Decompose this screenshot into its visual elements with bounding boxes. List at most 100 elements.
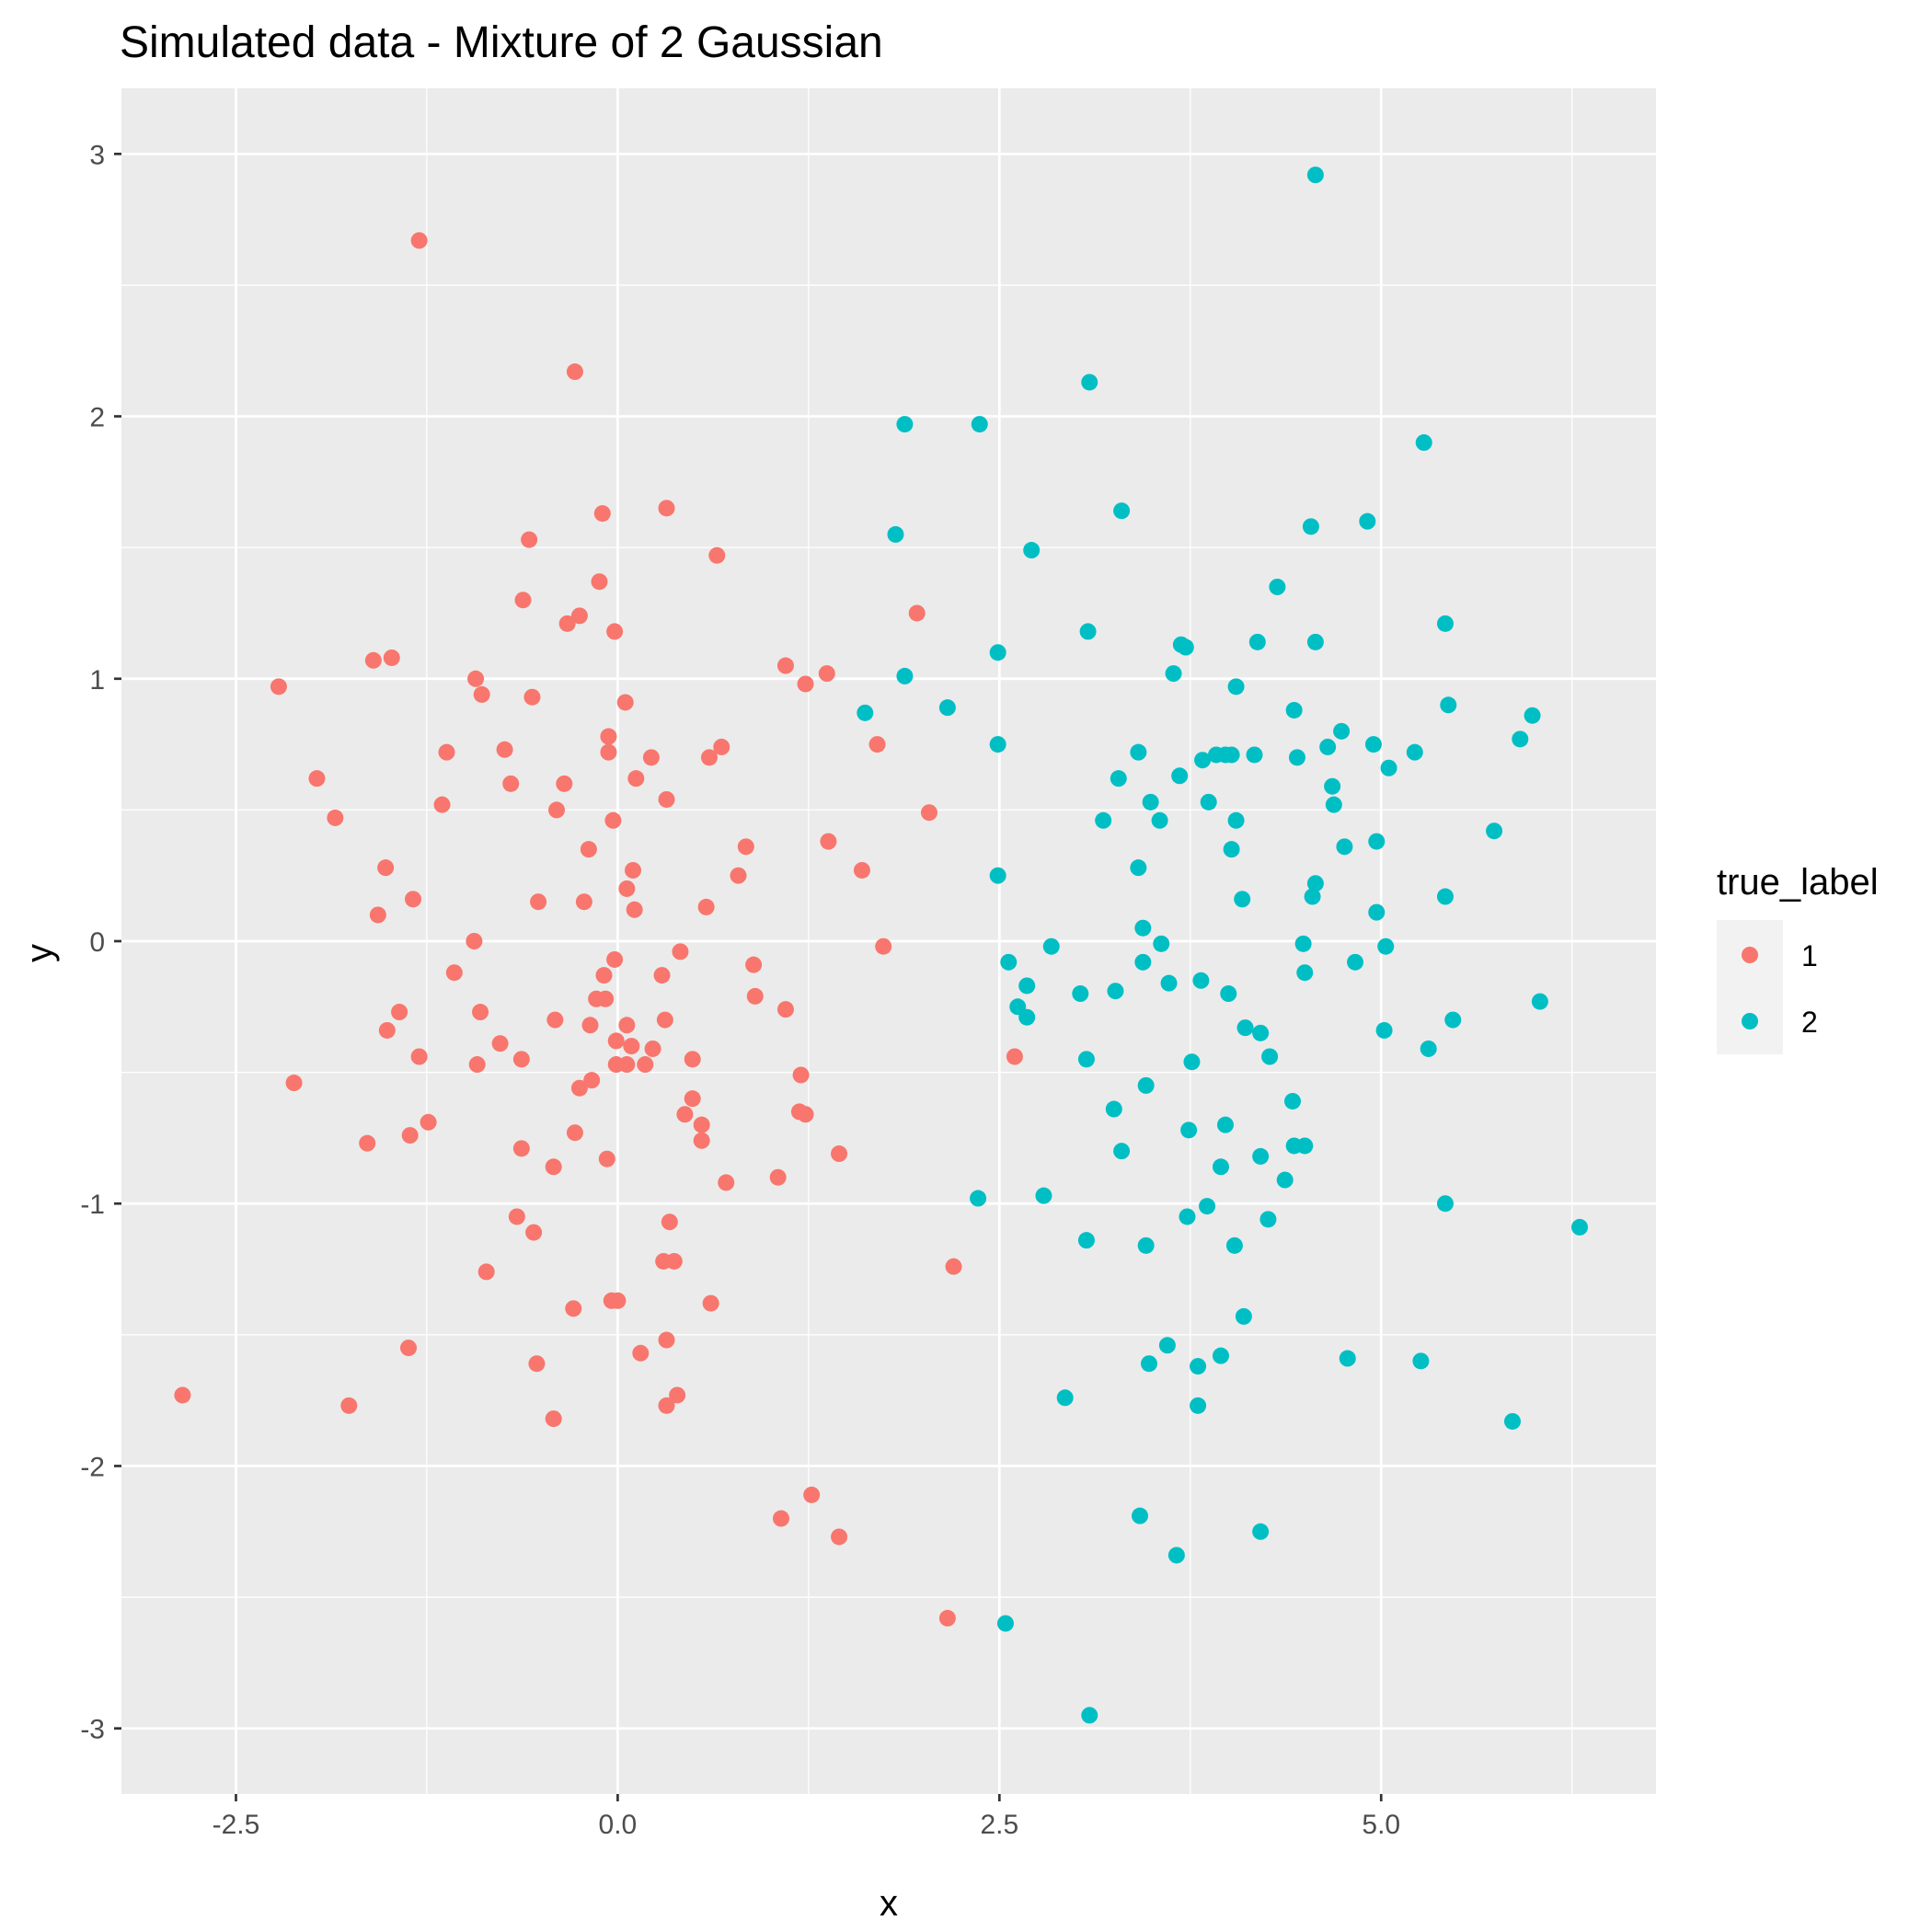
point-label-1	[730, 867, 747, 884]
point-label-1	[792, 1066, 810, 1084]
point-label-2	[1235, 1307, 1252, 1325]
point-label-1	[938, 1609, 956, 1627]
point-label-1	[530, 893, 547, 911]
point-label-1	[369, 906, 386, 924]
point-label-1	[556, 775, 573, 792]
point-label-1	[1006, 1048, 1023, 1065]
point-label-2	[1412, 1352, 1430, 1370]
point-label-2	[1216, 1116, 1234, 1133]
point-label-2	[1276, 1171, 1294, 1189]
point-label-2	[1571, 1218, 1589, 1236]
point-label-1	[665, 1252, 683, 1270]
point-label-1	[625, 861, 641, 879]
point-label-1	[400, 1340, 418, 1357]
point-label-1	[658, 790, 675, 808]
point-label-1	[546, 1011, 564, 1029]
point-label-1	[545, 1158, 562, 1176]
point-label-1	[340, 1397, 358, 1414]
point-label-1	[658, 500, 675, 517]
point-label-2	[1444, 1011, 1462, 1029]
point-label-2	[1081, 1707, 1098, 1724]
point-label-2	[1440, 696, 1457, 714]
point-label-1	[377, 859, 395, 877]
point-label-2	[1160, 974, 1178, 992]
point-label-1	[600, 728, 617, 745]
point-label-1	[618, 1017, 636, 1034]
point-label-2	[1212, 1158, 1229, 1176]
point-label-1	[697, 898, 715, 915]
point-label-1	[702, 1294, 719, 1312]
point-label-1	[637, 1056, 654, 1074]
point-label-2	[1158, 1337, 1176, 1354]
point-label-2	[1252, 1024, 1270, 1041]
point-label-1	[616, 694, 634, 711]
point-label-1	[831, 1528, 848, 1546]
point-label-2	[1199, 1198, 1216, 1215]
point-label-2	[1042, 937, 1060, 955]
point-label-2	[1336, 838, 1353, 856]
point-label-2	[1081, 374, 1098, 391]
point-label-1	[508, 1208, 525, 1225]
x-tick-label: 0.0	[599, 1810, 638, 1840]
point-label-1	[623, 1038, 640, 1055]
point-label-1	[853, 861, 870, 879]
point-label-1	[174, 1386, 191, 1404]
point-label-1	[581, 1017, 599, 1034]
point-label-1	[684, 1051, 701, 1068]
point-label-1	[868, 736, 886, 753]
point-label-1	[618, 880, 636, 897]
point-label-1	[383, 649, 400, 666]
point-label-1	[410, 232, 428, 249]
point-label-1	[632, 1344, 650, 1362]
point-label-1	[496, 741, 513, 758]
point-label-1	[525, 1224, 543, 1241]
point-label-2	[1288, 749, 1305, 766]
point-label-2	[1137, 1076, 1155, 1094]
point-label-1	[467, 670, 485, 687]
legend-title: true_label	[1717, 862, 1879, 903]
point-label-1	[593, 505, 611, 523]
point-label-2	[857, 704, 874, 721]
point-label-1	[598, 1150, 615, 1167]
point-label-2	[1151, 811, 1168, 829]
point-label-2	[1165, 665, 1182, 683]
point-label-2	[1223, 841, 1240, 858]
point-label-2	[1302, 518, 1319, 535]
point-label-2	[1072, 985, 1089, 1003]
point-label-2	[1436, 1195, 1454, 1213]
point-label-1	[433, 796, 451, 813]
point-label-1	[769, 1168, 787, 1186]
point-label-2	[1077, 1051, 1095, 1068]
point-label-2	[1107, 983, 1124, 1000]
point-label-1	[618, 1056, 636, 1074]
point-label-2	[1347, 953, 1364, 971]
point-label-2	[1294, 935, 1312, 952]
point-label-1	[597, 990, 615, 1007]
point-label-1	[803, 1486, 821, 1503]
point-label-2	[1325, 796, 1342, 813]
point-label-1	[831, 1145, 848, 1163]
legend-key-1	[1742, 947, 1758, 963]
point-label-2	[1227, 811, 1245, 829]
point-label-2	[1415, 434, 1432, 452]
point-label-2	[1130, 743, 1147, 761]
point-label-1	[548, 801, 566, 819]
point-label-2	[1359, 512, 1376, 530]
point-label-2	[1225, 1236, 1243, 1254]
point-label-2	[1018, 1008, 1036, 1026]
point-label-1	[558, 615, 576, 632]
point-label-1	[606, 623, 624, 640]
point-label-1	[818, 665, 835, 683]
point-label-1	[737, 838, 754, 856]
point-label-1	[285, 1075, 303, 1092]
point-label-1	[693, 1132, 710, 1149]
y-tick-label: -1	[80, 1190, 105, 1220]
point-label-2	[1531, 993, 1548, 1010]
point-label-1	[327, 809, 344, 826]
point-label-1	[512, 1140, 530, 1157]
point-label-2	[1246, 746, 1263, 764]
point-label-1	[468, 1056, 486, 1074]
point-label-1	[875, 937, 892, 955]
point-label-1	[606, 950, 624, 968]
point-label-2	[970, 1190, 987, 1207]
